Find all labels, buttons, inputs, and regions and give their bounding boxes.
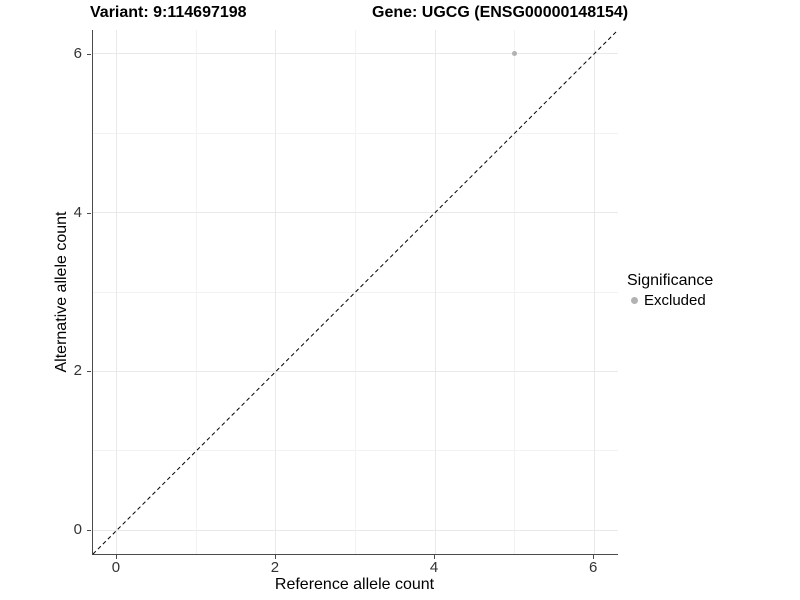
plot-title-gene: Gene: UGCG (ENSG00000148154) xyxy=(372,4,629,21)
y-axis-title: Alternative allele count xyxy=(53,211,70,373)
y-tick-label: 0 xyxy=(73,521,82,539)
gridline-x-major xyxy=(275,30,277,554)
x-tick-mark xyxy=(274,555,276,559)
legend-entry-label: Excluded xyxy=(644,292,706,309)
x-tick-label: 2 xyxy=(270,559,280,576)
x-tick-label: 4 xyxy=(429,559,439,576)
gridline-x-major xyxy=(116,30,118,554)
x-tick-mark xyxy=(434,555,436,559)
legend-entries: Excluded xyxy=(627,292,713,309)
gridline-y-major xyxy=(93,370,618,372)
y-tick-mark xyxy=(87,53,91,55)
y-tick-mark xyxy=(87,212,91,214)
y-tick-mark xyxy=(87,371,91,373)
legend-title: Significance xyxy=(627,272,714,289)
gridline-y-major xyxy=(93,529,618,531)
y-tick-label: 6 xyxy=(73,44,82,62)
data-point xyxy=(512,51,518,57)
x-axis-title: Reference allele count xyxy=(274,576,435,593)
legend: Significance Excluded xyxy=(627,272,713,309)
legend-entry: Excluded xyxy=(627,292,713,309)
identity-line xyxy=(92,29,619,555)
gridline-x-major xyxy=(593,30,595,554)
x-tick-mark xyxy=(593,555,595,559)
y-tick-label: 4 xyxy=(73,203,82,221)
y-tick-mark xyxy=(87,530,91,532)
y-tick-label: 2 xyxy=(73,362,82,380)
gridline-x-major xyxy=(434,30,436,554)
plot-panel xyxy=(92,29,619,555)
x-tick-label: 6 xyxy=(588,559,598,576)
identity-dashed-line xyxy=(92,29,619,555)
plot-title-variant: Variant: 9:114697198 xyxy=(90,4,247,21)
gridline-y-minor xyxy=(93,132,618,134)
x-tick-mark xyxy=(115,555,117,559)
legend-key-dot xyxy=(631,297,638,304)
gridline-y-minor xyxy=(93,291,618,293)
gridline-y-major xyxy=(93,212,618,214)
gridline-y-major xyxy=(93,53,618,55)
gridline-y-minor xyxy=(93,450,618,452)
x-tick-label: 0 xyxy=(111,559,121,576)
